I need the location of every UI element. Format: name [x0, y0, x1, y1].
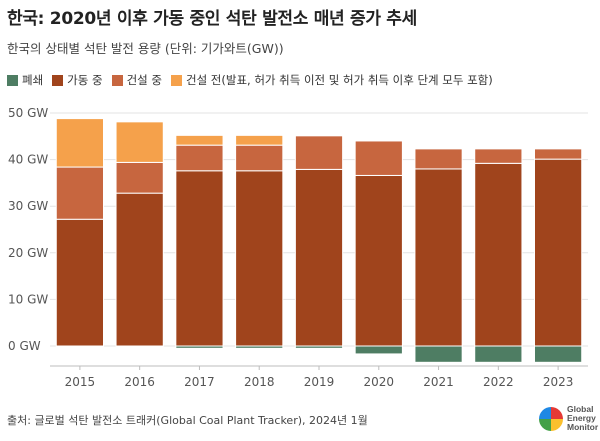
- x-tick-label: 2023: [543, 375, 574, 389]
- bar-segment: [533, 158, 583, 347]
- bar-segment: [115, 192, 164, 347]
- bar-segment: [533, 148, 583, 160]
- bar-segment: [533, 345, 583, 363]
- x-tick-label: 2018: [244, 375, 275, 389]
- bar-segment: [474, 162, 523, 347]
- bar-segment: [354, 174, 403, 347]
- y-tick-label: 20 GW: [8, 246, 48, 260]
- chart-title: 한국: 2020년 이후 가동 중인 석탄 발전소 매년 증가 추세: [7, 9, 417, 29]
- logo-text: Global Energy Monitor: [567, 405, 598, 432]
- bar-segment: [414, 168, 463, 347]
- logo-line-1: Global: [567, 404, 594, 414]
- bar-segment: [294, 168, 344, 347]
- source-footer: 출처: 글로벌 석탄 발전소 트래커(Global Coal Plant Tra…: [7, 414, 368, 427]
- bar-segment: [115, 161, 164, 194]
- bar-segment: [414, 148, 463, 170]
- bar-segment: [115, 121, 164, 163]
- bar-segment: [55, 118, 105, 168]
- bar-segment: [235, 134, 284, 146]
- bar-segment: [175, 144, 224, 172]
- bar-segment: [474, 345, 523, 363]
- legend-swatch-operating: [52, 74, 64, 86]
- x-tick-label: 2022: [483, 375, 514, 389]
- x-tick-label: 2015: [65, 375, 96, 389]
- legend-item-pre-construction: 건설 전(발표, 허가 취득 이전 및 허가 취득 이후 단계 모두 포함): [170, 72, 493, 88]
- bar-segment: [175, 170, 224, 347]
- y-tick-label: 40 GW: [8, 153, 48, 167]
- chart-subtitle: 한국의 상태별 석탄 발전 용량 (단위: 기가와트(GW)): [7, 41, 284, 56]
- legend-swatch-construction: [111, 74, 123, 86]
- bar-segment: [235, 170, 284, 347]
- y-tick-label: 50 GW: [8, 106, 48, 120]
- legend-item-operating: 가동 중: [52, 72, 103, 88]
- bar-segment: [354, 140, 403, 176]
- y-tick-label: 10 GW: [8, 292, 48, 306]
- x-tick-label: 2021: [423, 375, 454, 389]
- bar-segment: [55, 218, 105, 347]
- bar-segment: [235, 144, 284, 172]
- legend-swatch-closed: [7, 74, 18, 86]
- bar-segment: [175, 134, 224, 146]
- bar-segment: [55, 166, 105, 220]
- legend-item-closed: 폐쇄: [7, 72, 43, 88]
- globe-icon: [539, 406, 563, 431]
- logo-line-3: Monitor: [567, 422, 599, 432]
- legend-swatch-pre-construction: [170, 74, 182, 86]
- x-tick-label: 2020: [364, 375, 395, 389]
- y-tick-label: 30 GW: [8, 199, 48, 213]
- y-tick-label: 0 GW: [8, 339, 41, 353]
- legend-label-closed: 폐쇄: [22, 73, 44, 87]
- x-tick-label: 2016: [124, 375, 155, 389]
- bar-segment: [294, 135, 344, 170]
- bar-segment: [414, 345, 463, 363]
- legend-label-pre-construction: 건설 전(발표, 허가 취득 이전 및 허가 취득 이후 단계 모두 포함): [185, 73, 493, 87]
- legend-label-construction: 건설 중: [126, 73, 162, 87]
- legend-item-construction: 건설 중: [111, 72, 162, 88]
- logo-line-2: Energy: [567, 413, 596, 423]
- x-tick-label: 2019: [304, 375, 335, 389]
- legend: 폐쇄 가동 중 건설 중 건설 전(발표, 허가 취득 이전 및 허가 취득 이…: [7, 72, 502, 88]
- legend-label-operating: 가동 중: [67, 73, 103, 87]
- x-tick-label: 2017: [184, 375, 215, 389]
- global-energy-monitor-logo: Global Energy Monitor: [539, 405, 598, 432]
- bar-segment: [354, 345, 403, 355]
- bar-segment: [474, 148, 523, 164]
